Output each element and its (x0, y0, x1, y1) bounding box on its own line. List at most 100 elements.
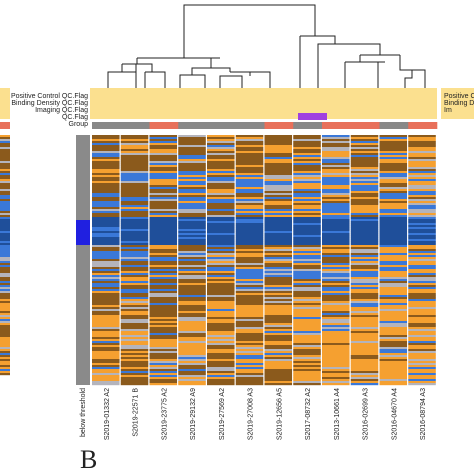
heat-cell (235, 195, 264, 198)
heat-cell (379, 353, 408, 356)
heat-cell (322, 295, 350, 298)
heat-cell (350, 169, 379, 172)
heat-cell (207, 301, 235, 304)
heat-cell (264, 177, 293, 180)
heat-cell (92, 165, 120, 168)
heat-cell (0, 157, 10, 160)
heat-cell (149, 317, 178, 320)
heat-cell (207, 191, 235, 194)
heat-cell (264, 175, 293, 178)
heat-cell (322, 239, 350, 242)
heat-cell (149, 305, 178, 308)
heat-cell (0, 263, 10, 266)
heat-cell (178, 201, 206, 204)
heat-cell (408, 207, 436, 210)
heat-cell (350, 281, 379, 284)
heat-cell (408, 143, 436, 146)
heat-cell (207, 199, 235, 202)
heat-cell (178, 155, 206, 158)
heat-cell (92, 223, 120, 226)
heat-cell (207, 155, 235, 158)
heat-cell (0, 335, 10, 338)
heat-cell (322, 321, 350, 324)
heat-cell (92, 319, 120, 322)
heat-cell (178, 377, 206, 380)
heat-cell (149, 375, 178, 378)
heat-cell (379, 359, 408, 362)
heat-cell (379, 153, 408, 156)
heat-cell (350, 249, 379, 252)
heat-cell (0, 245, 10, 248)
heat-cell (92, 375, 120, 378)
heat-cell (322, 305, 350, 308)
heat-cell (264, 215, 293, 218)
heat-cell (293, 293, 321, 296)
heat-cell (149, 383, 178, 386)
heat-cell (207, 311, 235, 314)
heat-cell (293, 323, 321, 326)
heat-cell (235, 305, 264, 308)
heat-cell (207, 349, 235, 352)
heat-cell (0, 313, 10, 316)
heat-cell (379, 371, 408, 374)
heat-cell (322, 283, 350, 286)
heat-cell (408, 139, 436, 142)
heat-cell (264, 355, 293, 358)
heat-cell (178, 223, 206, 226)
heat-cell (207, 337, 235, 340)
heat-cell (408, 301, 436, 304)
heat-cell (379, 165, 408, 168)
heat-cell (235, 343, 264, 346)
heat-cell (293, 321, 321, 324)
heat-cell (92, 283, 120, 286)
heat-cell (322, 211, 350, 214)
heat-cell (149, 355, 178, 358)
group-cell (293, 122, 323, 129)
heat-cell (0, 287, 10, 290)
heat-cell (207, 347, 235, 350)
heat-cell (207, 283, 235, 286)
heat-cell (120, 167, 149, 170)
heat-cell (264, 245, 293, 248)
heat-cell (92, 261, 120, 264)
heat-cell (0, 337, 10, 340)
heat-cell (92, 205, 120, 208)
heat-cell (120, 337, 149, 340)
heat-cell (264, 319, 293, 322)
heat-cell (235, 357, 264, 360)
heat-cell (178, 345, 206, 348)
heat-cell (120, 333, 149, 336)
heat-cell (178, 231, 206, 234)
heat-cell (379, 287, 408, 290)
heat-cell (235, 261, 264, 264)
heat-cell (149, 163, 178, 166)
heat-cell (207, 223, 235, 226)
heat-cell (350, 135, 379, 138)
heat-cell (350, 315, 379, 318)
heat-cell (149, 207, 178, 210)
heat-cell (120, 217, 149, 220)
column-label: S2013-10661 A4 (334, 388, 341, 440)
heat-cell (235, 281, 264, 284)
heat-cell (322, 373, 350, 376)
heat-cell (178, 271, 206, 274)
heat-cell (207, 253, 235, 256)
heat-cell (178, 321, 206, 324)
heat-cell (207, 135, 235, 138)
heat-cell (408, 279, 436, 282)
heat-cell (379, 221, 408, 224)
heat-cell (293, 211, 321, 214)
group-cell (235, 122, 265, 129)
heat-cell (207, 145, 235, 148)
heat-cell (379, 255, 408, 258)
heat-cell (408, 209, 436, 212)
heat-cell (235, 337, 264, 340)
heat-cell (264, 213, 293, 216)
heat-cell (379, 345, 408, 348)
heat-cell (149, 145, 178, 148)
heat-cell (0, 235, 10, 238)
heat-cell (207, 261, 235, 264)
heat-cell (92, 187, 120, 190)
heat-cell (408, 341, 436, 344)
